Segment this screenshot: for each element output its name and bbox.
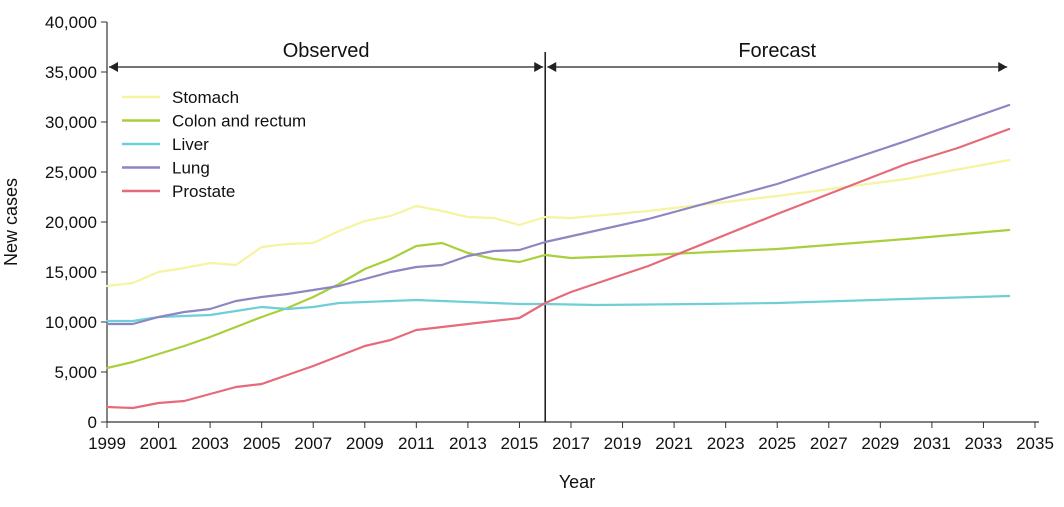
x-tick-label: 2027 (810, 434, 848, 453)
y-tick-label: 25,000 (45, 163, 97, 182)
x-tick-label: 2009 (346, 434, 384, 453)
x-tick-label: 2025 (758, 434, 796, 453)
axes: 0 5,000 10,000 15,000 20,000 25,000 30,000 35,0… (45, 13, 1054, 453)
x-tick-label: 2011 (398, 434, 435, 453)
x-axis-title: Year (559, 472, 595, 492)
y-tick-label: 0 (88, 413, 97, 432)
period-markers: Observed Forecast (109, 40, 1008, 422)
y-axis-title: New cases (1, 178, 21, 266)
period-label-observed: Observed (283, 40, 370, 62)
legend-label-liver: Liver (172, 135, 209, 154)
x-tick-label: 2021 (655, 434, 693, 453)
x-tick-label: 2031 (913, 434, 951, 453)
series-line-liver (105, 294, 1011, 323)
series-line-prostate (105, 127, 1011, 410)
x-tick-label: 2019 (604, 434, 642, 453)
period-arrowhead-left (109, 62, 118, 72)
x-tick-label: 2033 (965, 434, 1003, 453)
y-tick-label: 30,000 (45, 113, 97, 132)
legend-label-prostate: Prostate (172, 182, 235, 201)
period-arrowhead-left (547, 62, 557, 72)
x-tick-label: 2023 (707, 434, 745, 453)
series-line-colon-and-rectum (105, 228, 1011, 370)
x-tick-label: 2035 (1016, 434, 1054, 453)
x-tick-label: 2017 (552, 434, 590, 453)
legend: Stomach Colon and rectum Liver Lung Prostate (122, 88, 306, 201)
period-arrowhead-right (534, 62, 544, 72)
series-line-stomach (105, 158, 1011, 288)
y-tick-label: 15,000 (45, 263, 97, 282)
x-tick-label: 2029 (861, 434, 899, 453)
x-tick-label: 2007 (294, 434, 332, 453)
y-tick-label: 5,000 (54, 363, 97, 382)
y-tick-label: 35,000 (45, 63, 97, 82)
series-lines (105, 103, 1011, 410)
x-tick-label: 2013 (449, 434, 487, 453)
y-tick-label: 20,000 (45, 213, 97, 232)
period-label-forecast: Forecast (738, 40, 816, 62)
legend-label-colon-and-rectum: Colon and rectum (172, 112, 306, 131)
x-tick-label: 2015 (501, 434, 539, 453)
legend-label-stomach: Stomach (172, 88, 239, 107)
x-tick-label: 2003 (191, 434, 229, 453)
y-tick-label: 10,000 (45, 313, 97, 332)
x-tick-label: 2005 (243, 434, 281, 453)
y-tick-label: 40,000 (45, 13, 97, 32)
period-arrowhead-right (998, 62, 1008, 72)
series-line-lung (105, 103, 1011, 326)
x-tick-label: 2001 (140, 434, 178, 453)
legend-label-lung: Lung (172, 159, 210, 178)
x-tick-label: 1999 (88, 434, 126, 453)
